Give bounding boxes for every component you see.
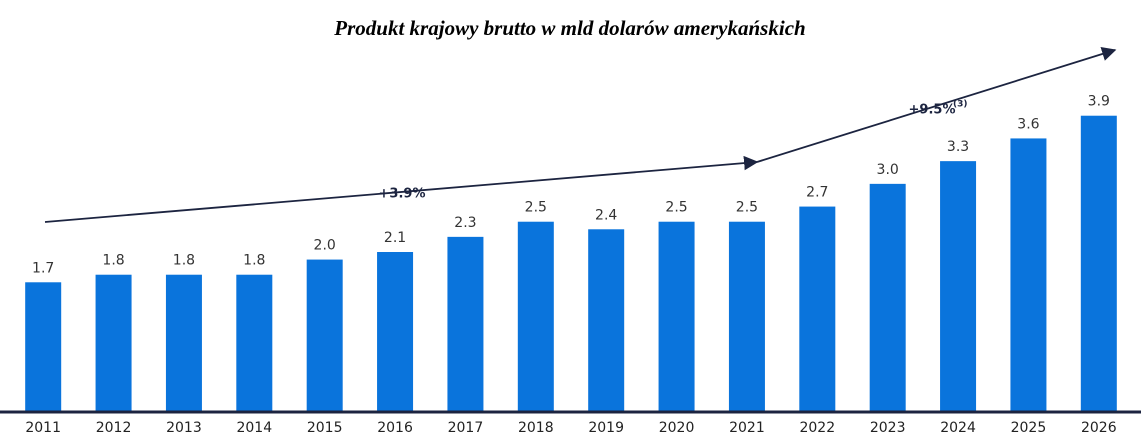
trend-arrow <box>756 46 1117 163</box>
value-label: 2.4 <box>595 207 617 223</box>
x-tick-label: 2018 <box>518 420 554 436</box>
value-label: 1.8 <box>243 253 265 269</box>
trend-arrow <box>44 155 759 223</box>
bar <box>728 221 765 411</box>
bar <box>517 221 554 411</box>
x-tick-label: 2016 <box>377 420 413 436</box>
bar <box>236 274 273 411</box>
bar <box>869 183 906 411</box>
value-label: 2.1 <box>384 230 406 246</box>
x-tick-label: 2011 <box>25 420 61 436</box>
chart-title: Produkt krajowy brutto w mld dolarów ame… <box>333 16 805 40</box>
value-label: 2.3 <box>454 215 476 231</box>
x-tick-label: 2019 <box>588 420 624 436</box>
x-tick-label: 2012 <box>96 420 132 436</box>
value-label: 1.8 <box>173 253 195 269</box>
bar <box>377 252 414 411</box>
x-tick-label: 2022 <box>799 420 835 436</box>
bar <box>25 282 62 411</box>
bar <box>95 274 132 411</box>
bar <box>1010 138 1047 411</box>
x-tick-label: 2013 <box>166 420 202 436</box>
bar <box>658 221 695 411</box>
value-label: 3.6 <box>1017 116 1039 132</box>
x-tick-label: 2020 <box>659 420 695 436</box>
annotation-note: (3) <box>953 100 968 110</box>
x-tick-label: 2023 <box>870 420 906 436</box>
value-label: 1.7 <box>32 260 54 276</box>
annotation: +3.9% <box>379 187 426 202</box>
bar <box>165 274 202 411</box>
value-label: 2.5 <box>525 200 547 216</box>
x-tick-label: 2026 <box>1081 420 1117 436</box>
bars <box>25 115 1117 411</box>
value-label: 3.3 <box>947 139 969 155</box>
x-tick-label: 2015 <box>307 420 343 436</box>
value-label: 2.0 <box>314 238 336 254</box>
bar <box>799 206 836 411</box>
value-label: 3.9 <box>1088 94 1110 110</box>
annotation: +9.5% <box>909 103 956 118</box>
x-tick-label: 2025 <box>1011 420 1047 436</box>
bar <box>940 161 977 411</box>
bar <box>1080 115 1117 411</box>
x-tick-label: 2014 <box>236 420 272 436</box>
x-tick-label: 2024 <box>940 420 976 436</box>
value-label: 3.0 <box>877 162 899 178</box>
bar <box>306 259 343 411</box>
value-label: 1.8 <box>102 253 124 269</box>
x-tick-label: 2021 <box>729 420 765 436</box>
value-label: 2.5 <box>665 200 687 216</box>
bar <box>588 229 625 411</box>
bar <box>447 236 484 411</box>
value-label: 2.7 <box>806 185 828 201</box>
x-tick-label: 2017 <box>448 420 484 436</box>
value-label: 2.5 <box>736 200 758 216</box>
